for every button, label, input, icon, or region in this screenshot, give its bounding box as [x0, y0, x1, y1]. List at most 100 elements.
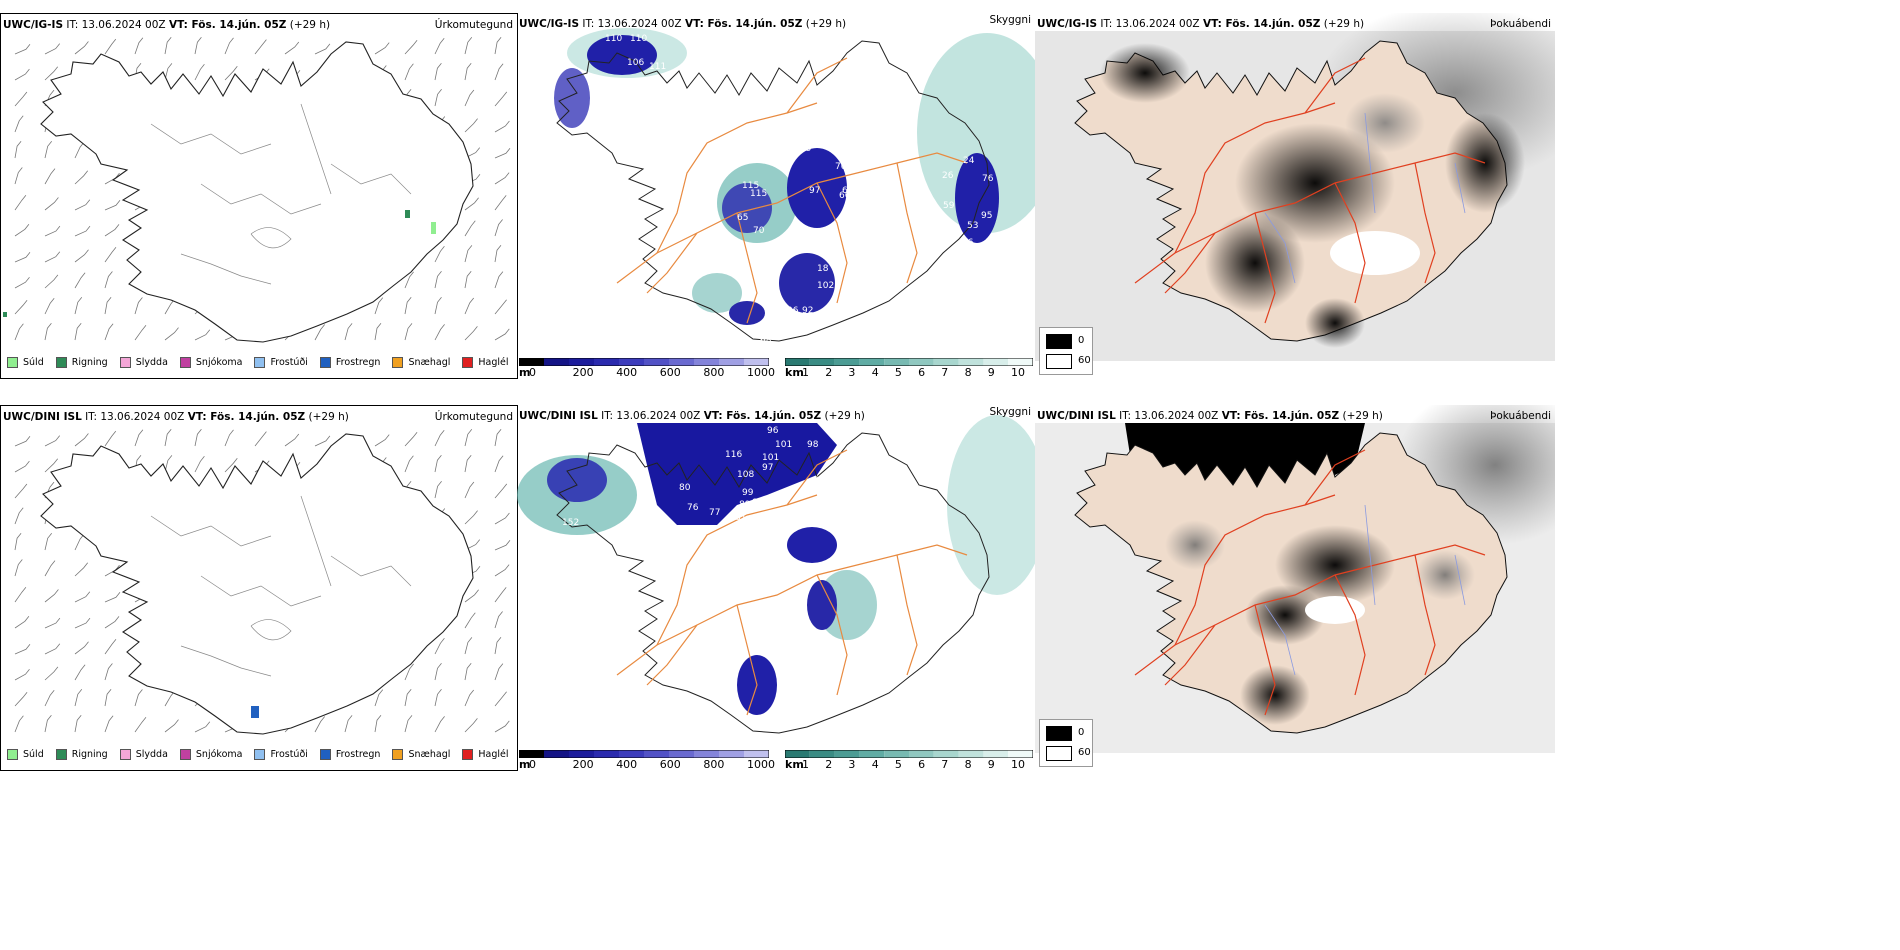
lead-time: (+29 h)	[802, 18, 847, 30]
wind-barb	[194, 428, 202, 447]
road	[896, 162, 918, 284]
wind-barb	[14, 115, 24, 133]
contour-line	[150, 515, 272, 547]
legend-label: Frostúði	[270, 748, 308, 760]
fog-road-network	[1134, 57, 1486, 324]
contour-line	[300, 103, 332, 195]
wind-barb	[14, 224, 30, 237]
ceiling-value-label: 99	[742, 488, 754, 498]
wind-barb	[14, 644, 31, 655]
ceiling-value-label: 76	[687, 503, 699, 513]
wind-barb	[14, 252, 31, 263]
iceland-coastline	[40, 433, 474, 735]
wind-barb	[224, 429, 234, 447]
wind-barb	[464, 197, 479, 211]
wind-barb	[434, 481, 442, 499]
wind-barb	[464, 220, 476, 237]
road	[1414, 162, 1436, 284]
wind-barb	[464, 637, 473, 655]
wind-barb	[494, 299, 507, 315]
wind-barb	[74, 641, 89, 655]
wind-barb	[494, 195, 507, 211]
wind-barb	[104, 38, 117, 55]
ceiling-colorbar: m 0 200 400 600 800 1000	[519, 750, 775, 771]
wind-barb	[134, 689, 143, 707]
wind-barb	[74, 533, 85, 551]
wind-barb	[464, 326, 478, 341]
wind-barb	[14, 276, 30, 289]
legend-label: Snjókoma	[195, 748, 243, 760]
wind-barb	[44, 714, 52, 733]
wind-barb	[464, 454, 472, 473]
wind-barb	[74, 41, 89, 55]
ceiling-value-label: 77	[709, 508, 720, 518]
road	[786, 449, 848, 506]
colorbar-tick: 600	[659, 366, 681, 379]
wind-barb	[494, 36, 502, 55]
wind-barb	[44, 43, 61, 55]
wind-barb	[14, 323, 24, 341]
wind-barb	[194, 456, 205, 473]
wind-barb	[464, 510, 478, 525]
valid-time: VT: Fös. 14.jún. 05Z	[187, 411, 306, 423]
init-time: IT: 13.06.2024 00Z	[1097, 18, 1203, 30]
ceiling-value-label: 110	[630, 34, 647, 44]
valid-time: VT: Fös. 14.jún. 05Z	[684, 18, 803, 30]
legend-label: Rigning	[71, 748, 108, 760]
visibility-colorbar-swatches	[785, 750, 1033, 758]
colorbar-tick: 3	[848, 366, 856, 379]
wind-barb	[74, 170, 89, 185]
terrain-contours	[150, 495, 412, 677]
panel-fog-bottom: UWC/DINI ISL IT: 13.06.2024 00Z VT: Fös.…	[1035, 405, 1555, 771]
wind-barb	[464, 118, 478, 133]
wind-barb	[494, 172, 510, 185]
road	[736, 212, 758, 324]
ceiling-value-label: 59	[800, 144, 812, 154]
legend-label: Súld	[23, 356, 44, 368]
wind-barb	[44, 274, 59, 289]
panel-header: UWC/DINI ISL IT: 13.06.2024 00Z VT: Fös.…	[1037, 410, 1553, 426]
colorbar-tick: 600	[659, 758, 681, 771]
wind-barb	[284, 433, 300, 447]
legend-item: Snjókoma	[179, 748, 243, 760]
legend-item: Slydda	[119, 748, 168, 760]
wind-barb	[104, 663, 113, 681]
wind-barb	[44, 617, 61, 629]
legend-swatch	[55, 356, 67, 368]
valid-time: VT: Fös. 14.jún. 05Z	[1221, 410, 1340, 422]
wind-barb	[104, 296, 112, 315]
panel-header: UWC/IG-IS IT: 13.06.2024 00Z VT: Fös. 14…	[1037, 18, 1553, 34]
wind-barb	[74, 249, 89, 263]
wind-barb	[434, 37, 445, 55]
wind-barb	[164, 428, 172, 447]
wind-barb	[194, 64, 205, 81]
wind-barb	[374, 434, 390, 447]
panel-title: Úrkomutegund	[434, 411, 513, 423]
ceiling-value-label: 72	[717, 231, 728, 241]
panel-precip-type-bottom: UWC/DINI ISL IT: 13.06.2024 00Z VT: Fös.…	[0, 405, 518, 771]
wind-barb	[494, 636, 502, 655]
ceiling-value-label: 96	[787, 306, 799, 316]
ceiling-value-label: 92	[802, 306, 813, 316]
ceiling-value-label: 105	[722, 241, 739, 251]
legend-swatch	[119, 748, 131, 760]
colorbar-tick: 1000	[747, 758, 775, 771]
legend-item: Frostúði	[254, 748, 308, 760]
legend-item: Slydda	[119, 356, 168, 368]
ceiling-value-label: 111	[649, 62, 666, 72]
terrain-contours	[150, 103, 412, 285]
road	[616, 544, 968, 676]
wind-barb	[14, 194, 27, 211]
wind-barb	[374, 297, 384, 315]
legend-item: Rigning	[55, 748, 108, 760]
colorbar-tick: 3	[848, 758, 856, 771]
wind-barb	[164, 455, 173, 473]
legend-item: Snæhagl	[392, 748, 450, 760]
legend-swatch	[254, 356, 266, 368]
wind-barb	[464, 718, 478, 733]
ceiling-colorbar: m 0 200 400 600 800 1000	[519, 358, 775, 379]
fog-index-map	[1035, 13, 1555, 361]
wind-barb	[404, 688, 412, 707]
wind-barb	[494, 328, 510, 341]
